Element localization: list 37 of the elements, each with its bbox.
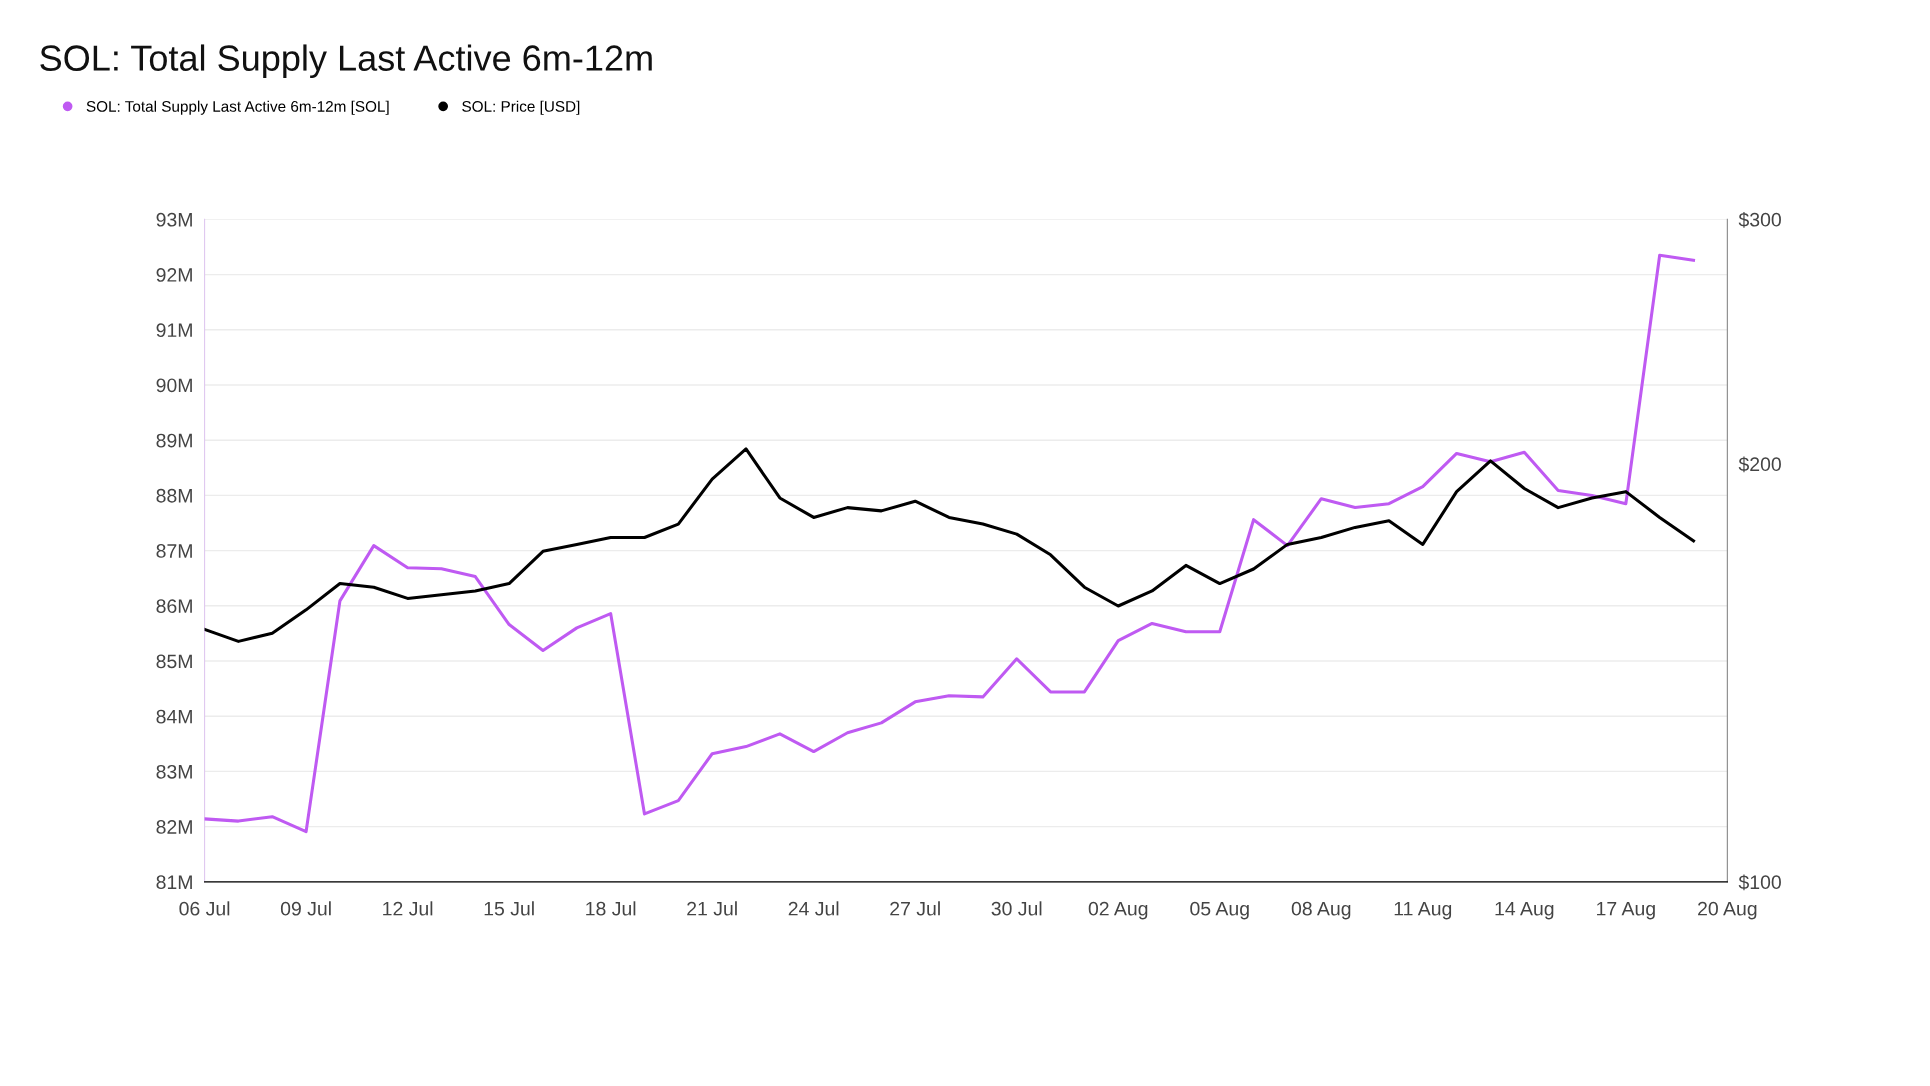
x-tick-label: 09 Jul <box>280 901 331 916</box>
y-tick-label: 90M <box>156 378 192 393</box>
x-tick-label: 15 Jul <box>484 901 534 916</box>
x-tick-label: 02 Aug <box>1088 901 1148 920</box>
y2-tick-label: $300 <box>1738 212 1781 228</box>
y-tick-label: 92M <box>156 268 192 282</box>
y-tick-label: 88M <box>156 488 192 503</box>
y2-tick-label: $200 <box>1738 456 1781 473</box>
x-tick-label: 14 Aug <box>1495 901 1554 920</box>
x-tick-label: 08 Aug <box>1291 901 1351 920</box>
x-tick-label: 24 Jul <box>788 901 839 916</box>
y-tick-label: 81M <box>156 875 192 890</box>
y-tick-label: 91M <box>156 323 192 338</box>
x-tick-label: 05 Aug <box>1190 901 1249 920</box>
x-tick-label: 21 Jul <box>687 901 737 916</box>
legend-label: SOL: Total Supply Last Active 6m-12m [SOL] <box>86 100 389 115</box>
y-tick-label: 83M <box>156 764 192 779</box>
y-tick-label: 84M <box>156 709 192 724</box>
x-tick-label: 20 Aug <box>1698 901 1757 920</box>
y-tick-label: 87M <box>156 544 192 558</box>
legend-label: SOL: Price [USD] <box>462 100 580 115</box>
y-tick-label: 89M <box>156 433 192 448</box>
x-tick-label: 30 Jul <box>991 901 1042 916</box>
chart-title: SOL: Total Supply Last Active 6m-12m <box>40 44 652 79</box>
y-tick-label: 86M <box>156 599 192 614</box>
y2-tick-label: $100 <box>1738 874 1781 891</box>
y-tick-label: 85M <box>156 654 192 669</box>
x-tick-label: 18 Jul <box>586 901 636 916</box>
line-series <box>204 447 1696 643</box>
x-tick-label: 27 Jul <box>890 901 940 916</box>
x-tick-label: 11 Aug <box>1394 901 1452 920</box>
x-tick-label: 12 Jul <box>383 901 433 916</box>
y-tick-label: 82M <box>156 820 192 834</box>
x-tick-label: 06 Jul <box>179 901 230 916</box>
y-tick-label: 93M <box>156 212 192 227</box>
line-series <box>204 253 1696 834</box>
x-tick-label: 17 Aug <box>1597 901 1655 920</box>
